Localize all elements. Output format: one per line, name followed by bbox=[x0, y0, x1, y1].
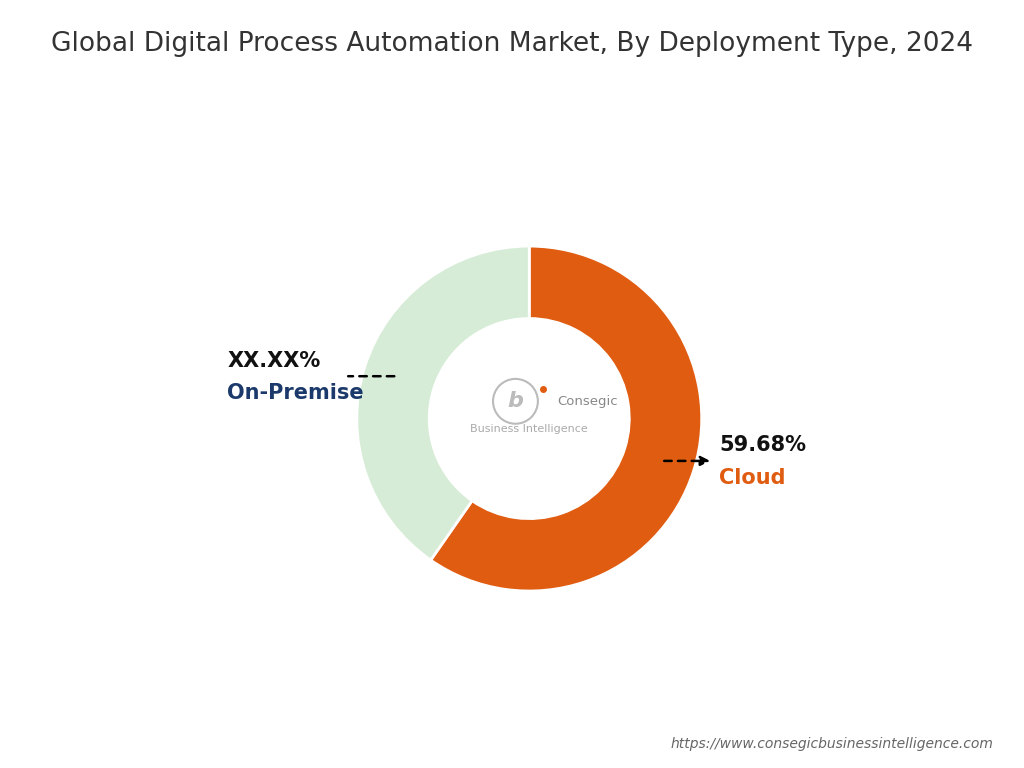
Text: https://www.consegicbusinessintelligence.com: https://www.consegicbusinessintelligence… bbox=[671, 737, 993, 751]
Text: Global Digital Process Automation Market, By Deployment Type, 2024: Global Digital Process Automation Market… bbox=[51, 31, 973, 57]
Text: XX.XX%: XX.XX% bbox=[227, 351, 321, 371]
Text: Business Intelligence: Business Intelligence bbox=[470, 424, 588, 434]
Text: Consegic: Consegic bbox=[557, 395, 617, 408]
Wedge shape bbox=[356, 246, 529, 560]
Text: b: b bbox=[508, 392, 523, 412]
Text: Cloud: Cloud bbox=[719, 468, 785, 488]
Text: On-Premise: On-Premise bbox=[227, 383, 365, 403]
Text: 59.68%: 59.68% bbox=[719, 435, 806, 455]
Wedge shape bbox=[431, 246, 701, 591]
Circle shape bbox=[430, 319, 629, 518]
